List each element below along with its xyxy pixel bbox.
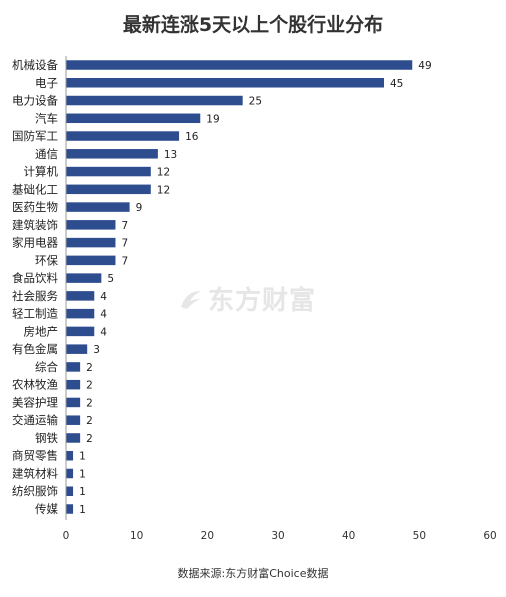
bar — [66, 344, 88, 354]
bar — [66, 486, 74, 496]
bar — [66, 308, 95, 319]
watermark: 东方财富 — [178, 280, 316, 317]
watermark-text: 东方财富 — [208, 286, 317, 316]
x-tick-label: 30 — [271, 530, 284, 542]
data-label: 45 — [390, 78, 403, 90]
category-label: 电力设备 — [12, 94, 58, 108]
bar — [66, 362, 81, 372]
data-label: 4 — [100, 326, 107, 338]
bar — [66, 184, 151, 195]
x-tick-label: 50 — [413, 530, 426, 542]
bar — [66, 166, 151, 177]
bar — [66, 504, 74, 514]
category-label: 电子 — [35, 76, 58, 90]
data-label: 2 — [86, 415, 93, 427]
bar — [66, 450, 74, 461]
bar — [66, 468, 74, 479]
category-label: 美容护理 — [12, 395, 58, 409]
brand-logo-icon — [181, 291, 201, 309]
data-label: 13 — [164, 149, 177, 161]
bar — [66, 149, 158, 159]
bar — [66, 202, 130, 212]
data-label: 16 — [185, 131, 199, 143]
data-label: 2 — [86, 433, 93, 445]
data-label: 1 — [79, 504, 86, 516]
category-label: 建筑材料 — [12, 466, 58, 480]
bar — [66, 95, 243, 106]
data-label: 1 — [79, 468, 86, 480]
category-label: 综合 — [35, 360, 58, 374]
data-label: 2 — [86, 380, 93, 392]
data-label: 49 — [418, 60, 431, 72]
source-note: 数据来源:东方财富Choice数据 — [177, 567, 329, 580]
category-label: 钢铁 — [35, 431, 58, 445]
category-label: 国防军工 — [12, 129, 58, 143]
category-label: 食品饮料 — [12, 271, 58, 285]
category-label: 家用电器 — [12, 236, 58, 250]
bar — [66, 78, 384, 88]
bar — [66, 326, 95, 337]
bar — [66, 415, 81, 425]
x-tick-label: 20 — [201, 530, 214, 542]
data-label: 3 — [93, 344, 100, 356]
x-tick-label: 60 — [483, 530, 496, 542]
bar — [66, 131, 180, 141]
bar — [66, 255, 116, 266]
category-label: 纺织服饰 — [12, 484, 58, 498]
category-label: 通信 — [35, 147, 58, 161]
category-label: 社会服务 — [12, 289, 58, 303]
data-label: 7 — [121, 220, 128, 232]
data-label: 4 — [100, 291, 107, 303]
data-label: 1 — [79, 486, 86, 498]
category-label: 有色金属 — [12, 342, 58, 356]
data-label: 19 — [206, 113, 219, 125]
bar — [66, 379, 81, 390]
bar — [66, 220, 116, 230]
data-label: 2 — [86, 362, 93, 374]
bar — [66, 113, 201, 124]
data-label: 4 — [100, 309, 107, 321]
category-label: 传媒 — [35, 502, 58, 516]
data-label: 9 — [136, 202, 143, 214]
x-tick-label: 10 — [130, 530, 143, 542]
bar — [66, 237, 116, 248]
data-label: 2 — [86, 397, 93, 409]
category-label: 建筑装饰 — [12, 218, 58, 232]
data-label: 1 — [79, 451, 86, 463]
category-label: 计算机 — [24, 165, 59, 179]
category-label: 环保 — [35, 253, 58, 267]
bar — [66, 60, 413, 70]
x-tick-label: 40 — [342, 530, 355, 542]
data-label: 7 — [121, 238, 128, 250]
category-label: 商贸零售 — [12, 449, 58, 463]
data-label: 12 — [157, 167, 170, 179]
x-tick-label: 0 — [63, 530, 70, 542]
category-label: 轻工制造 — [12, 307, 58, 321]
category-label: 交通运输 — [12, 413, 58, 427]
category-label: 农林牧渔 — [12, 378, 58, 392]
category-label: 汽车 — [35, 111, 58, 125]
chart-title: 最新连涨5天以上个股行业分布 — [122, 14, 384, 36]
bar — [66, 433, 81, 443]
data-label: 5 — [107, 273, 114, 285]
bar — [66, 291, 95, 301]
category-label: 医药生物 — [12, 200, 58, 214]
bar — [66, 397, 81, 408]
data-label: 7 — [121, 255, 128, 267]
data-label: 25 — [249, 96, 262, 108]
data-label: 12 — [157, 184, 170, 196]
bar — [66, 273, 102, 283]
category-label: 机械设备 — [12, 58, 58, 72]
category-label: 房地产 — [24, 324, 59, 338]
category-label: 基础化工 — [12, 182, 58, 196]
